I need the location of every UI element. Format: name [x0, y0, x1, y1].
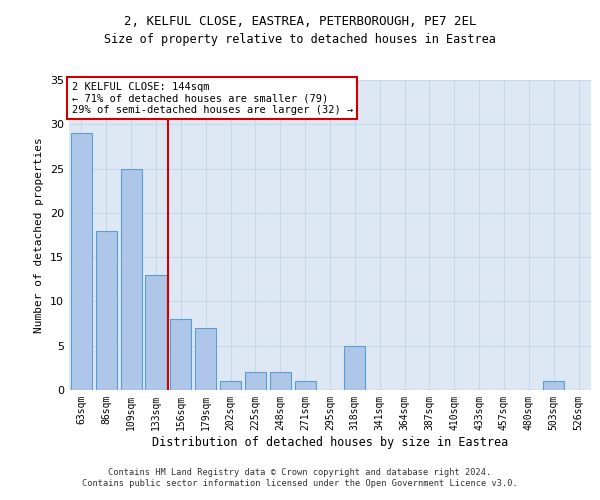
Bar	[121, 168, 142, 390]
Bar	[96, 230, 117, 390]
Bar	[170, 319, 191, 390]
Bar	[543, 381, 564, 390]
Text: 2, KELFUL CLOSE, EASTREA, PETERBOROUGH, PE7 2EL: 2, KELFUL CLOSE, EASTREA, PETERBOROUGH, …	[124, 15, 476, 28]
Bar	[295, 381, 316, 390]
Bar	[344, 346, 365, 390]
X-axis label: Distribution of detached houses by size in Eastrea: Distribution of detached houses by size …	[152, 436, 508, 448]
Bar	[245, 372, 266, 390]
Bar	[270, 372, 291, 390]
Bar	[145, 275, 167, 390]
Y-axis label: Number of detached properties: Number of detached properties	[34, 137, 44, 333]
Text: Size of property relative to detached houses in Eastrea: Size of property relative to detached ho…	[104, 32, 496, 46]
Text: 2 KELFUL CLOSE: 144sqm
← 71% of detached houses are smaller (79)
29% of semi-det: 2 KELFUL CLOSE: 144sqm ← 71% of detached…	[71, 82, 353, 115]
Bar	[220, 381, 241, 390]
Bar	[71, 133, 92, 390]
Bar	[195, 328, 216, 390]
Text: Contains HM Land Registry data © Crown copyright and database right 2024.
Contai: Contains HM Land Registry data © Crown c…	[82, 468, 518, 487]
